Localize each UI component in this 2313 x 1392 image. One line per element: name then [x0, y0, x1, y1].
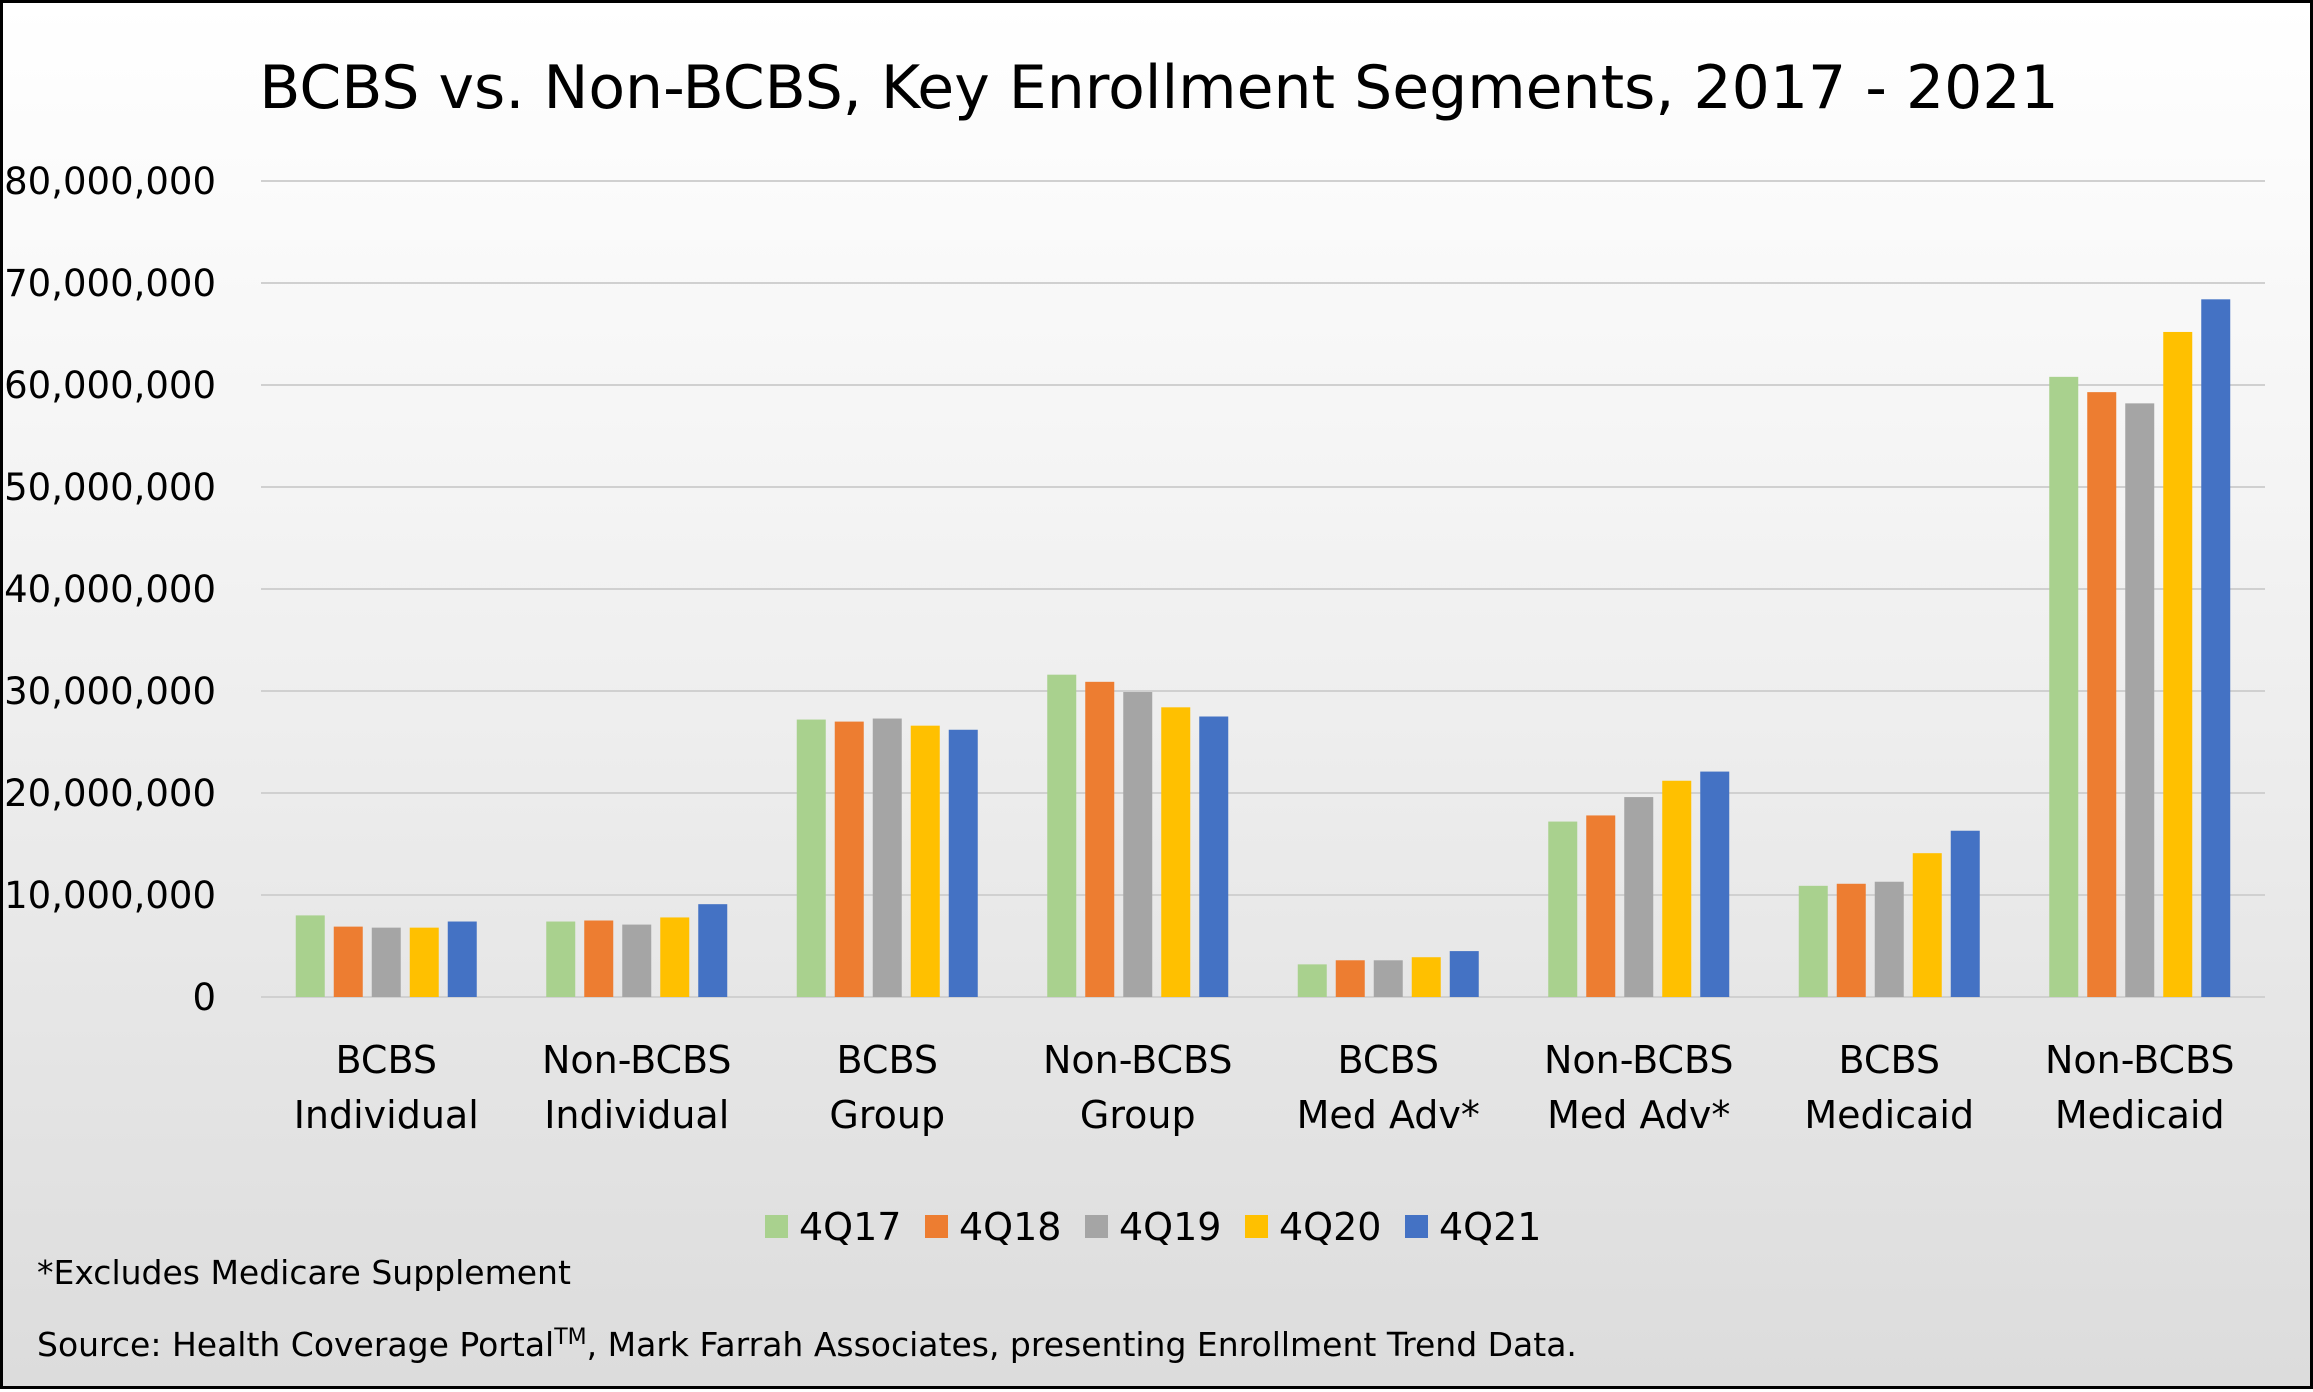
- legend-label: 4Q17: [799, 1205, 901, 1249]
- y-tick-label: 0: [192, 976, 216, 1019]
- bar-4q17: [546, 921, 576, 997]
- bar-4q20: [1161, 707, 1191, 997]
- x-category-label: Individual: [544, 1093, 729, 1137]
- bar-4q17: [2049, 376, 2079, 998]
- bar-4q19: [1624, 797, 1654, 997]
- x-category-label: Non-BCBS: [1043, 1038, 1233, 1082]
- bar-4q18: [2087, 392, 2117, 997]
- x-category-label: Group: [829, 1093, 945, 1137]
- bar-4q17: [1297, 964, 1327, 997]
- bar-4q19: [872, 718, 902, 997]
- bar-4q21: [1449, 951, 1479, 997]
- source-prefix: Source: Health Coverage Portal: [37, 1325, 555, 1364]
- y-tick-label: 50,000,000: [4, 466, 216, 509]
- bar-4q21: [948, 729, 978, 997]
- source-note: Source: Health Coverage PortalTM, Mark F…: [37, 1325, 1577, 1364]
- bar-4q20: [1411, 957, 1441, 997]
- x-category-label: Non-BCBS: [1544, 1038, 1734, 1082]
- bar-4q20: [1912, 853, 1942, 997]
- x-category-label: BCBS: [336, 1038, 437, 1082]
- x-category-label: Medicaid: [2055, 1093, 2225, 1137]
- bar-4q20: [910, 725, 940, 997]
- bar-4q21: [2201, 299, 2231, 997]
- x-category-label: Med Adv*: [1547, 1093, 1730, 1137]
- legend-swatch: [1245, 1215, 1268, 1238]
- source-suffix: , Mark Farrah Associates, presenting Enr…: [586, 1325, 1577, 1364]
- bar-4q21: [1700, 771, 1730, 997]
- bar-4q18: [584, 920, 614, 997]
- legend-swatch: [1405, 1215, 1428, 1238]
- x-category-label: Med Adv*: [1297, 1093, 1480, 1137]
- bar-4q20: [1662, 780, 1692, 997]
- legend-label: 4Q20: [1279, 1205, 1381, 1249]
- bar-4q18: [1836, 883, 1866, 997]
- legend-label: 4Q19: [1119, 1205, 1221, 1249]
- footnote: *Excludes Medicare Supplement: [37, 1253, 571, 1292]
- x-category-label: Group: [1080, 1093, 1196, 1137]
- x-category-label: BCBS: [1338, 1038, 1439, 1082]
- bar-4q21: [1199, 716, 1229, 997]
- x-category-label: BCBS: [837, 1038, 938, 1082]
- y-tick-label: 20,000,000: [4, 772, 216, 815]
- bar-4q17: [1047, 674, 1077, 997]
- bar-4q17: [1548, 821, 1578, 997]
- bar-4q19: [2125, 403, 2155, 997]
- y-tick-label: 80,000,000: [4, 160, 216, 203]
- bar-4q21: [1950, 830, 1980, 997]
- legend-swatch: [925, 1215, 948, 1238]
- bar-4q20: [660, 917, 690, 997]
- x-category-label: Non-BCBS: [542, 1038, 732, 1082]
- legend-swatch: [765, 1215, 788, 1238]
- bar-4q21: [447, 921, 477, 997]
- trademark-mark: TM: [554, 1325, 587, 1350]
- bar-chart: BCBS vs. Non-BCBS, Key Enrollment Segmen…: [4, 53, 2265, 1249]
- bar-4q18: [1586, 815, 1616, 997]
- legend-label: 4Q18: [959, 1205, 1061, 1249]
- bar-4q19: [622, 924, 652, 997]
- y-tick-label: 60,000,000: [4, 364, 216, 407]
- y-tick-label: 10,000,000: [4, 874, 216, 917]
- bar-4q20: [409, 927, 439, 997]
- y-tick-label: 40,000,000: [4, 568, 216, 611]
- bar-4q18: [834, 721, 864, 997]
- x-category-label: Individual: [294, 1093, 479, 1137]
- bar-4q20: [2163, 331, 2193, 998]
- x-category-label: Non-BCBS: [2045, 1038, 2235, 1082]
- x-category-label: Medicaid: [1804, 1093, 1974, 1137]
- bar-4q19: [371, 927, 401, 997]
- bar-4q17: [295, 915, 325, 997]
- bar-4q18: [333, 926, 363, 997]
- bar-4q19: [1874, 881, 1904, 997]
- bar-4q18: [1085, 681, 1115, 997]
- bar-4q17: [1798, 885, 1828, 997]
- bar-4q18: [1335, 960, 1365, 997]
- chart-title: BCBS vs. Non-BCBS, Key Enrollment Segmen…: [259, 53, 2058, 123]
- y-tick-label: 70,000,000: [4, 262, 216, 305]
- legend-swatch: [1085, 1215, 1108, 1238]
- y-tick-label: 30,000,000: [4, 670, 216, 713]
- x-category-label: BCBS: [1839, 1038, 1940, 1082]
- legend-label: 4Q21: [1439, 1205, 1541, 1249]
- bar-4q19: [1123, 692, 1153, 997]
- bar-4q21: [698, 904, 728, 997]
- bar-4q19: [1373, 960, 1403, 997]
- bar-4q17: [796, 719, 826, 997]
